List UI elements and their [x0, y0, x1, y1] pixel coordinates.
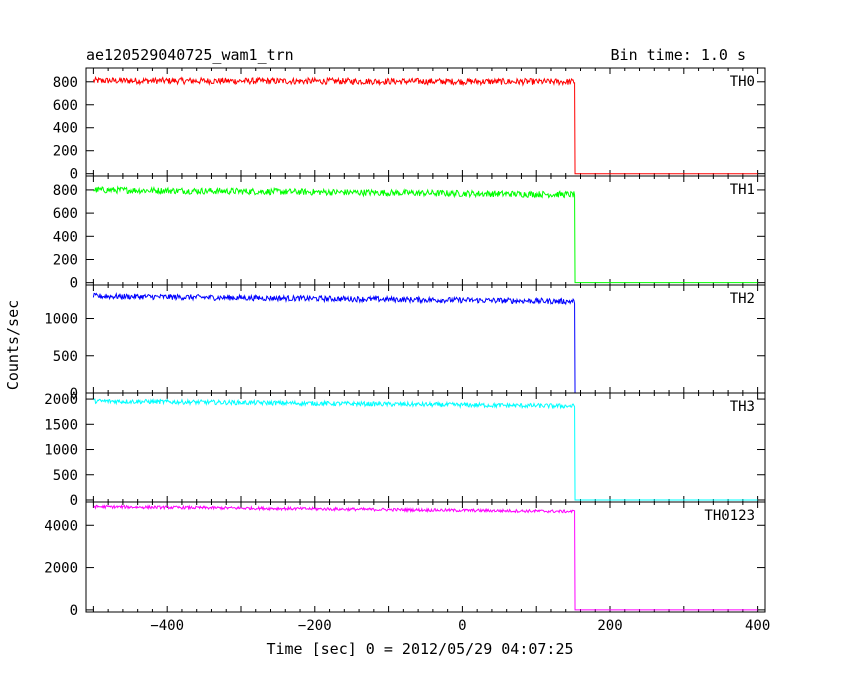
y-axis-label: Counts/sec	[4, 300, 22, 390]
y-tick-label: 1000	[44, 312, 78, 328]
y-tick-label: 600	[53, 98, 78, 114]
y-tick-label: 0	[70, 167, 78, 183]
panel-name-label: TH3	[730, 399, 755, 415]
y-tick-label: 500	[53, 349, 78, 365]
series-line-th3	[93, 398, 758, 501]
y-tick-label: 400	[53, 121, 78, 137]
series-line-th0123	[93, 504, 758, 611]
series-line-th0	[92, 75, 758, 175]
panels-group: 0 200 400 600 800 TH0 0 200 400 600 800 TH1 0 500 1000…	[44, 67, 770, 634]
y-tick-label: 2000	[44, 392, 78, 408]
y-tick-label: 2000	[44, 561, 78, 577]
y-tick-label: 1000	[44, 443, 78, 459]
y-tick-label: 4000	[44, 518, 78, 534]
panel-th0: 0 200 400 600 800 TH0	[53, 67, 766, 183]
bin-time-label: Bin time: 1.0 s	[611, 46, 746, 64]
panel-frame	[85, 501, 766, 613]
panel-th0123: 0 2000 4000 TH0123	[44, 501, 766, 619]
series-line-th2	[92, 291, 758, 394]
y-tick-label: 800	[53, 183, 78, 199]
x-tick-label: 0	[458, 618, 466, 634]
y-tick-label: 800	[53, 75, 78, 91]
panel-th2: 0 500 1000 TH2	[44, 284, 766, 402]
panel-name-label: TH0	[730, 74, 755, 90]
x-tick-label: −200	[298, 618, 332, 634]
y-tick-label: 1500	[44, 417, 78, 433]
y-tick-label: 0	[70, 603, 78, 619]
panel-frame	[85, 284, 766, 394]
panel-th1: 0 200 400 600 800 TH1	[53, 175, 766, 292]
x-tick-label: 200	[597, 618, 622, 634]
y-tick-label: 400	[53, 229, 78, 245]
series-line-th1	[93, 185, 758, 284]
y-tick-label: 600	[53, 206, 78, 222]
x-axis-label: Time [sec] 0 = 2012/05/29 04:07:25	[266, 640, 573, 658]
panel-frame	[85, 392, 766, 503]
y-tick-label: 0	[70, 276, 78, 292]
y-tick-label: 0	[70, 493, 78, 509]
panel-th3: 0 500 1000 1500 2000 TH3	[44, 392, 766, 509]
y-tick-label: 500	[53, 468, 78, 484]
chart-title: ae120529040725_wam1_trn	[86, 46, 294, 64]
y-tick-label: 200	[53, 144, 78, 160]
y-tick-label: 200	[53, 252, 78, 268]
y-tick-label: 0	[70, 386, 78, 402]
panel-name-label: TH2	[730, 291, 755, 307]
x-tick-label: −400	[150, 618, 184, 634]
panel-name-label: TH0123	[704, 508, 755, 524]
panel-name-label: TH1	[730, 182, 755, 198]
x-tick-label: 400	[745, 618, 770, 634]
